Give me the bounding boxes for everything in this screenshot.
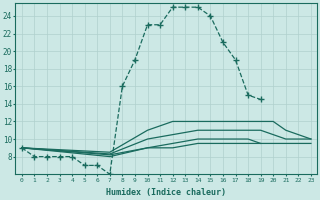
X-axis label: Humidex (Indice chaleur): Humidex (Indice chaleur) <box>106 188 226 197</box>
